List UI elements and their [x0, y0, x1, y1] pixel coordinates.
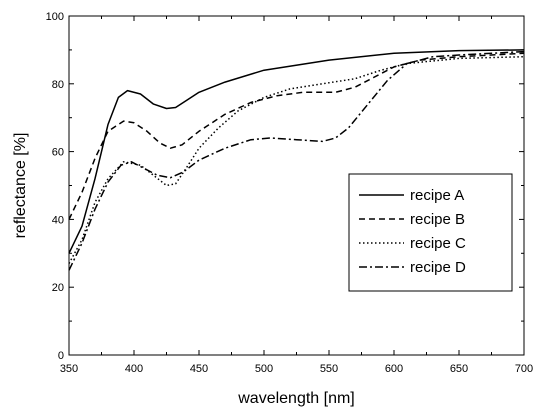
series-line-recipe-b: [68, 52, 525, 220]
x-tick-label: 650: [450, 363, 468, 375]
ticks-layer: 350 400 450 500 550 600 650 700 0 20 40 60 80 100: [46, 11, 534, 375]
legend-box: [348, 173, 513, 292]
series-line-recipe-a: [68, 49, 525, 254]
y-tick-label: 80: [52, 79, 64, 91]
legend-label-recipe-a: recipe A: [410, 187, 464, 204]
y-tick-label: 60: [52, 147, 64, 159]
legend-label-recipe-c: recipe C: [410, 235, 466, 252]
x-tick-label: 550: [320, 363, 338, 375]
y-tick-label: 40: [52, 214, 64, 226]
series-line-recipe-d: [68, 50, 525, 271]
x-tick-label: 400: [125, 363, 143, 375]
y-axis-title: reflectance [%]: [12, 133, 29, 239]
x-tick-label: 350: [60, 363, 78, 375]
x-axis-title: wavelength [nm]: [237, 390, 355, 407]
legend-label-recipe-d: recipe D: [410, 259, 466, 276]
legend-label-recipe-b: recipe B: [410, 211, 465, 228]
series-line-recipe-c: [68, 55, 525, 264]
x-tick-label: 500: [255, 363, 273, 375]
y-tick-label: 100: [46, 11, 64, 23]
x-tick-label: 700: [515, 363, 533, 375]
y-tick-label: 20: [52, 282, 64, 294]
plot-area: 350 400 450 500 550 600 650 700 0 20 40 60 80 100: [46, 11, 534, 375]
legend: recipe A recipe B recipe C recipe D: [348, 173, 513, 292]
y-tick-label: 0: [58, 350, 64, 362]
x-tick-label: 600: [385, 363, 403, 375]
series-layer: [68, 49, 525, 271]
x-tick-label: 450: [190, 363, 208, 375]
